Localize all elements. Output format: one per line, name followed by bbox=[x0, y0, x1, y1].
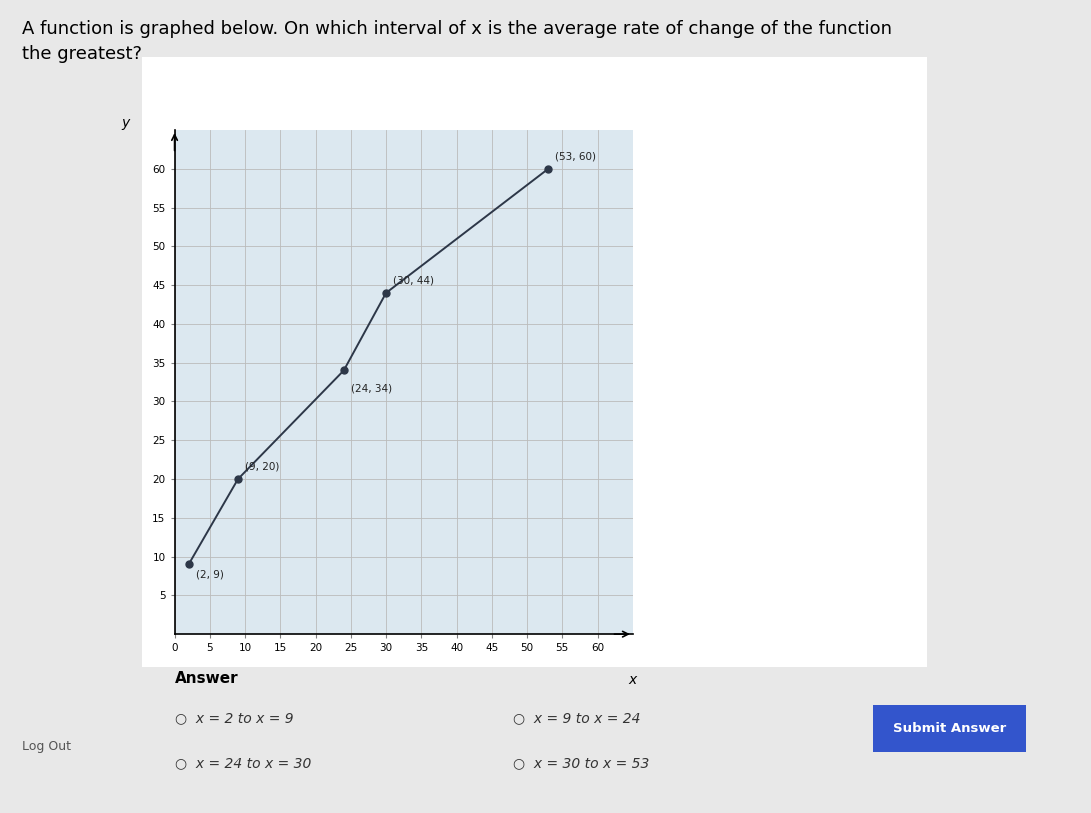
Text: ○  x = 9 to x = 24: ○ x = 9 to x = 24 bbox=[513, 711, 640, 725]
Text: ○  x = 30 to x = 53: ○ x = 30 to x = 53 bbox=[513, 756, 649, 770]
Text: y: y bbox=[121, 116, 130, 130]
Text: ○  x = 2 to x = 9: ○ x = 2 to x = 9 bbox=[175, 711, 293, 725]
Text: Submit Answer: Submit Answer bbox=[892, 722, 1006, 735]
Text: (30, 44): (30, 44) bbox=[393, 275, 434, 285]
Text: (24, 34): (24, 34) bbox=[351, 384, 392, 393]
Point bbox=[539, 163, 556, 176]
Text: A function is graphed below. On which interval of x is the average rate of chang: A function is graphed below. On which in… bbox=[22, 20, 891, 38]
Text: (53, 60): (53, 60) bbox=[555, 151, 597, 161]
Text: the greatest?: the greatest? bbox=[22, 45, 142, 63]
Text: x: x bbox=[628, 673, 637, 687]
Text: Answer: Answer bbox=[175, 671, 238, 685]
Point bbox=[229, 472, 247, 485]
Point bbox=[335, 364, 352, 377]
Text: (2, 9): (2, 9) bbox=[195, 570, 224, 580]
Text: (9, 20): (9, 20) bbox=[245, 461, 279, 472]
Point bbox=[377, 286, 395, 299]
Text: ○  x = 24 to x = 30: ○ x = 24 to x = 30 bbox=[175, 756, 311, 770]
Point bbox=[180, 558, 197, 571]
Text: Log Out: Log Out bbox=[22, 740, 71, 753]
